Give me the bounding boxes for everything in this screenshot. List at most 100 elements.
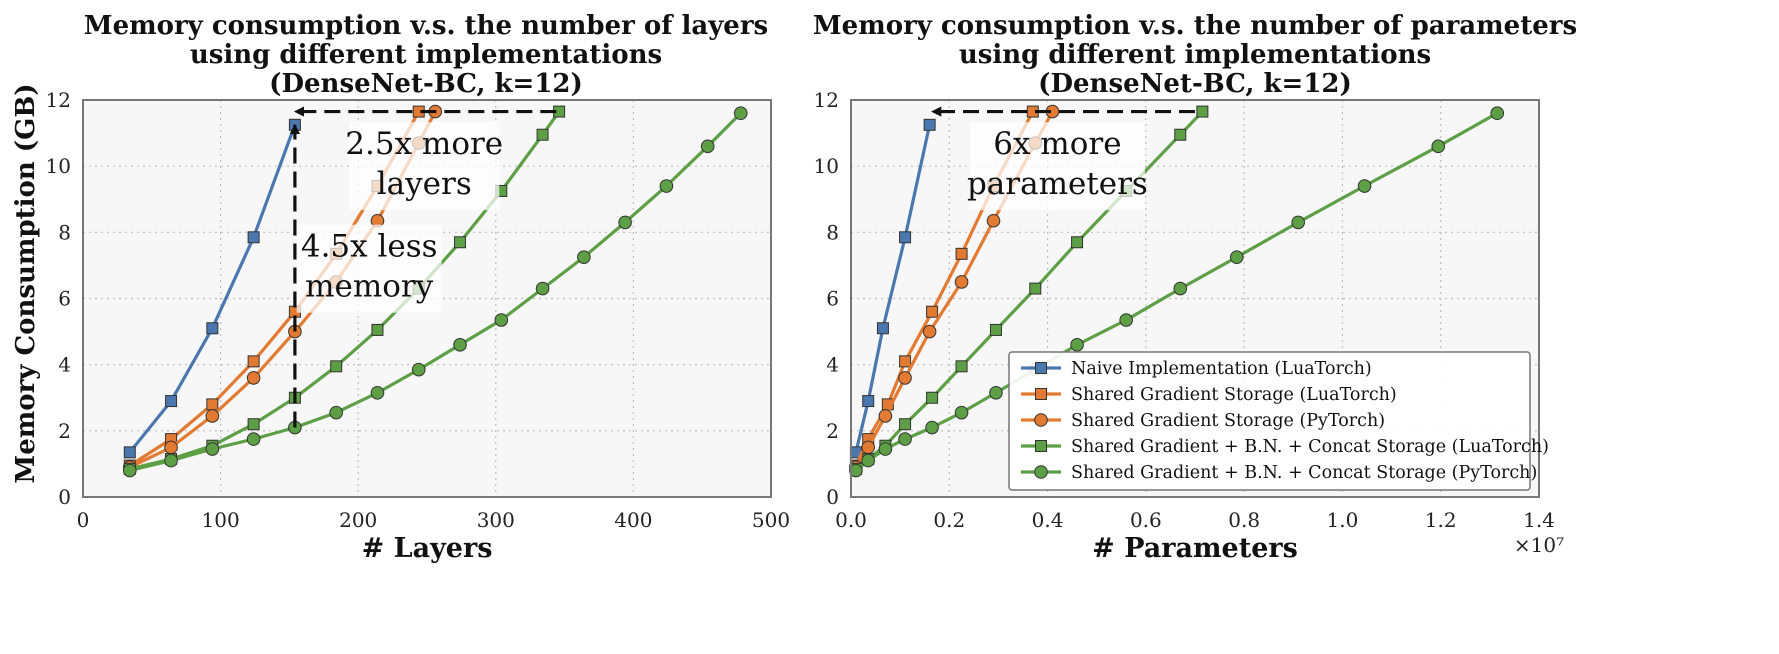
x-axis-label: # Parameters (1092, 533, 1298, 564)
annotation-text: 4.5x less (301, 229, 438, 265)
y-tick-label: 10 (46, 154, 71, 178)
y-tick-label: 8 (58, 220, 71, 244)
data-point (955, 247, 968, 260)
data-point (1173, 281, 1188, 296)
data-point (205, 442, 220, 456)
data-point (922, 324, 937, 339)
data-point (1196, 105, 1209, 118)
data-point (1070, 338, 1084, 352)
y-tick-label: 12 (814, 88, 839, 112)
legend-swatch-marker (1035, 388, 1047, 400)
y-tick-label: 4 (826, 353, 839, 377)
y-tick-label: 8 (826, 220, 839, 244)
y-tick-label: 2 (826, 419, 839, 443)
data-point (247, 418, 260, 431)
data-point (247, 355, 260, 368)
legend-entry: Shared Gradient Storage (LuaTorch) (1071, 385, 1397, 405)
data-point (1431, 139, 1446, 154)
data-point (453, 338, 467, 352)
data-point (577, 250, 591, 264)
chart-title-line: Memory consumption v.s. the number of pa… (813, 11, 1577, 41)
data-point (955, 360, 968, 373)
series-line-3 (129, 110, 561, 471)
data-point (923, 118, 936, 131)
y-axis-label: Memory Consumption (GB) (11, 83, 41, 483)
legend-swatch-marker (1035, 362, 1047, 374)
x-tick-label: 0.2 (933, 508, 965, 532)
legend-swatch-marker (1034, 413, 1048, 427)
y-tick-label: 6 (58, 287, 71, 311)
x-tick-label: 0.4 (1032, 508, 1064, 532)
annotation-text: 6x more (993, 126, 1121, 162)
data-point (164, 453, 178, 468)
annotation-box (969, 122, 1145, 211)
data-point (246, 371, 261, 385)
data-point (861, 440, 876, 455)
y-tick-label: 4 (58, 353, 71, 377)
x-tick-label: 200 (339, 508, 377, 532)
data-point (954, 405, 969, 420)
data-point (164, 440, 178, 455)
data-point (535, 281, 550, 296)
x-tick-label: 0.6 (1130, 508, 1162, 532)
data-point (1119, 313, 1133, 327)
chart-title-line: using different implementations (190, 40, 662, 70)
data-point (246, 432, 261, 446)
data-point (849, 463, 863, 478)
data-point (1029, 282, 1042, 295)
data-point (370, 385, 385, 400)
y-tick-label: 6 (826, 287, 839, 311)
annotation-text: 2.5x more (345, 126, 503, 162)
annotation-text: parameters (967, 166, 1148, 202)
data-point (206, 322, 219, 335)
y-tick-label: 10 (814, 154, 839, 178)
data-point (861, 453, 876, 468)
data-point (878, 409, 893, 423)
plot-frame (850, 99, 1540, 498)
data-point (618, 215, 632, 230)
x-tick-label: 300 (477, 508, 515, 532)
data-point (733, 106, 748, 121)
legend-swatch-marker (1035, 440, 1047, 452)
data-point (165, 395, 178, 408)
legend-entry: Naive Implementation (LuaTorch) (1071, 359, 1372, 379)
data-point (123, 446, 136, 459)
annotation-text: memory (305, 269, 434, 305)
data-point (1071, 236, 1084, 249)
chart-title-line: using different implementations (959, 40, 1431, 70)
x-tick-label: 400 (614, 508, 652, 532)
chart-title-line: (DenseNet-BC, k=12) (1038, 69, 1352, 99)
legend-entry: Shared Gradient + B.N. + Concat Storage … (1071, 437, 1549, 457)
data-point (122, 463, 137, 478)
data-point (1357, 179, 1372, 193)
data-point (899, 231, 912, 244)
y-tick-label: 0 (826, 485, 839, 509)
data-point (898, 432, 912, 446)
data-point (876, 322, 889, 335)
data-point (926, 305, 939, 318)
y-tick-label: 12 (46, 88, 71, 112)
plot-frame (82, 99, 772, 498)
data-point (986, 213, 1001, 228)
x-tick-label: 500 (752, 508, 790, 532)
data-point (536, 128, 549, 141)
legend-entry: Shared Gradient Storage (PyTorch) (1071, 411, 1385, 431)
x-tick-label: 0.0 (835, 508, 867, 532)
data-point (454, 236, 467, 249)
data-point (329, 405, 343, 420)
data-point (1291, 215, 1305, 230)
x-tick-label: 1.2 (1425, 508, 1457, 532)
data-point (899, 418, 912, 431)
y-tick-label: 0 (58, 485, 71, 509)
data-point (954, 275, 969, 289)
annotation-text: layers (377, 166, 472, 202)
data-point (989, 385, 1003, 400)
x-tick-label: 1.4 (1523, 508, 1555, 532)
chart-title-line: (DenseNet-BC, k=12) (269, 69, 583, 99)
data-point (371, 323, 384, 336)
data-point (206, 398, 219, 411)
data-point (989, 323, 1002, 336)
data-point (411, 362, 426, 377)
data-point (330, 360, 343, 373)
